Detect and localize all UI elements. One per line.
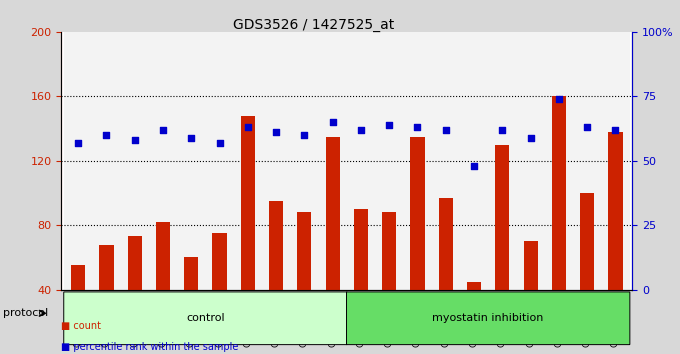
Point <box>271 130 282 135</box>
Bar <box>184 257 199 290</box>
Bar <box>573 32 601 290</box>
Bar <box>354 209 368 290</box>
Bar <box>156 222 170 290</box>
Bar <box>297 212 311 290</box>
Bar <box>403 32 432 290</box>
Bar <box>439 198 453 290</box>
Point <box>581 124 592 130</box>
FancyBboxPatch shape <box>347 292 630 345</box>
Bar <box>290 32 318 290</box>
Bar <box>64 32 92 290</box>
Bar <box>120 32 149 290</box>
Text: ■ percentile rank within the sample: ■ percentile rank within the sample <box>61 342 239 352</box>
Point <box>327 119 338 125</box>
Point <box>242 124 253 130</box>
Bar <box>269 201 283 290</box>
Point <box>356 127 367 133</box>
Bar <box>347 32 375 290</box>
Bar <box>432 32 460 290</box>
Text: control: control <box>186 313 224 323</box>
Bar <box>517 32 545 290</box>
Text: protocol: protocol <box>3 308 49 318</box>
Point <box>158 127 169 133</box>
Point <box>384 122 394 127</box>
Bar <box>545 32 573 290</box>
Bar <box>234 32 262 290</box>
Bar <box>467 281 481 290</box>
Bar <box>382 212 396 290</box>
Point <box>497 127 508 133</box>
Bar <box>460 32 488 290</box>
Point <box>129 137 140 143</box>
Bar <box>495 145 509 290</box>
Bar <box>488 32 517 290</box>
Text: GDS3526 / 1427525_at: GDS3526 / 1427525_at <box>233 18 394 32</box>
Bar <box>609 132 622 290</box>
FancyBboxPatch shape <box>64 292 347 345</box>
Point <box>469 163 479 169</box>
Bar <box>551 96 566 290</box>
Point <box>525 135 536 141</box>
Bar <box>318 32 347 290</box>
Point <box>186 135 197 141</box>
Bar <box>92 32 120 290</box>
Bar <box>601 32 630 290</box>
Point <box>214 140 225 145</box>
Bar <box>149 32 177 290</box>
Point <box>412 124 423 130</box>
Bar <box>177 32 205 290</box>
Bar <box>262 32 290 290</box>
Text: myostatin inhibition: myostatin inhibition <box>432 313 544 323</box>
Bar <box>580 193 594 290</box>
Bar <box>128 236 142 290</box>
Bar <box>212 233 226 290</box>
Bar <box>241 116 255 290</box>
Bar <box>524 241 538 290</box>
Bar <box>205 32 234 290</box>
Bar <box>375 32 403 290</box>
Bar <box>99 245 114 290</box>
Point <box>554 96 564 102</box>
Bar <box>326 137 340 290</box>
Point <box>73 140 84 145</box>
Bar <box>411 137 424 290</box>
Point <box>441 127 452 133</box>
Bar <box>71 266 85 290</box>
Point <box>610 127 621 133</box>
Point <box>101 132 112 138</box>
Point <box>299 132 310 138</box>
Text: ■ count: ■ count <box>61 321 101 331</box>
